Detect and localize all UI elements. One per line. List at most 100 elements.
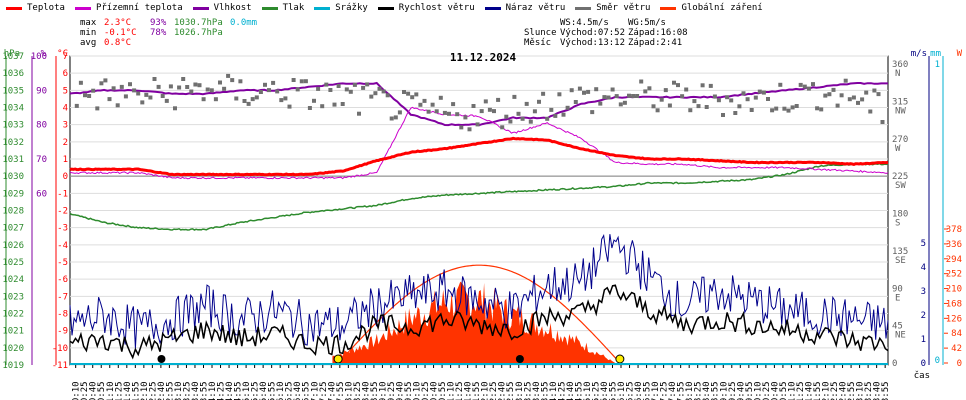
- chart-title: 11.12.2024: [450, 51, 517, 64]
- x-tick-label: 16:10: [617, 381, 627, 400]
- tick-dir-label: W: [895, 144, 901, 154]
- wind-direction-point: [95, 106, 100, 111]
- wind-direction-point: [291, 78, 296, 82]
- x-tick-label: 21:10: [787, 381, 797, 400]
- x-tick-label: 11:10: [447, 381, 457, 400]
- x-tick-label: 17:55: [677, 381, 687, 400]
- wind-direction-point: [78, 80, 83, 85]
- wind-direction-point: [177, 85, 182, 90]
- wind-direction-point: [492, 109, 496, 114]
- wind-direction-point: [761, 90, 766, 95]
- wind-direction-point: [798, 82, 803, 87]
- wind-direction-point: [651, 104, 656, 109]
- x-tick-label: 05:55: [268, 381, 278, 400]
- x-tick-label: 16:25: [626, 381, 636, 400]
- x-tick-label: 16:55: [643, 381, 653, 400]
- stat-avg-temp: 0.8°C: [104, 38, 132, 48]
- wind-direction-point: [659, 97, 664, 102]
- wind-direction-point: [83, 93, 87, 98]
- wind-direction-point: [332, 102, 337, 107]
- wind-direction-point: [802, 84, 807, 89]
- stats-panel: max 2.3°C 93% 1030.7hPa 0.0mm min -0.1°C…: [0, 16, 966, 48]
- wind-direction-point: [115, 103, 120, 108]
- tick-pct: 60: [36, 189, 47, 199]
- legend-label: Náraz větru: [505, 3, 566, 13]
- stat-max-temp: 2.3°C: [104, 18, 132, 28]
- wind-direction-point: [573, 100, 578, 104]
- x-tick-label: 06:10: [276, 381, 286, 400]
- legend-label: Rychlost větru: [398, 3, 475, 13]
- wind-direction-point: [467, 127, 472, 132]
- wind-direction-point: [667, 103, 672, 108]
- x-tick-label: 10:55: [438, 381, 448, 400]
- wind-direction-point: [712, 94, 717, 99]
- wind-direction-point: [156, 84, 161, 89]
- wind-direction-point: [205, 87, 210, 92]
- x-tick-label: 00:10: [72, 381, 82, 400]
- wind-direction-point: [766, 97, 770, 101]
- unit-ms: m/s: [911, 49, 927, 59]
- stat-max-label: max: [80, 18, 97, 28]
- wind-direction-point: [74, 103, 79, 108]
- wind-direction-point: [516, 111, 521, 116]
- wind-direction-point: [128, 82, 132, 87]
- wind-direction-point: [856, 100, 860, 105]
- x-tick-label: 08:25: [353, 381, 363, 400]
- tick-mm: 0: [935, 356, 940, 366]
- wind-direction-point: [827, 92, 832, 97]
- x-tick-label: 01:55: [131, 381, 141, 400]
- series-wind-gust: [69, 234, 889, 349]
- radiation-clear-sky: [337, 264, 620, 364]
- tick-dir: 45: [892, 322, 903, 332]
- wind-direction-point: [438, 95, 443, 100]
- tick-c: 6: [63, 69, 68, 79]
- wind-direction-point: [442, 110, 447, 115]
- radiation-area: [332, 281, 623, 363]
- tick-w: 126: [946, 314, 962, 324]
- wind-direction-point: [144, 92, 149, 97]
- tick-hpa: 1030: [2, 172, 24, 182]
- wind-direction-point: [324, 82, 329, 87]
- x-tick-label: 11:25: [455, 381, 465, 400]
- tick-hpa: 1034: [2, 104, 24, 114]
- tick-hpa: 1028: [2, 207, 24, 217]
- wind-direction-point: [577, 86, 582, 91]
- wind-direction-point: [631, 94, 636, 98]
- wind-direction-point: [299, 79, 304, 84]
- wind-direction-point: [733, 111, 738, 115]
- wind-direction-point: [87, 94, 92, 98]
- wind-direction-point: [160, 94, 165, 98]
- wind-direction-point: [806, 86, 811, 91]
- unit-pct: %: [41, 49, 47, 59]
- tick-c: -9: [57, 327, 68, 337]
- wind-direction-point: [246, 101, 251, 106]
- tick-dir-label: NE: [895, 331, 906, 341]
- wind-direction-point: [618, 102, 623, 107]
- stat-min-hum: 78%: [150, 28, 167, 38]
- wind-direction-point: [377, 86, 382, 91]
- wind-direction-point: [107, 97, 112, 102]
- tick-dir: 225: [892, 172, 908, 182]
- tick-hpa: 1029: [2, 189, 24, 199]
- wind-direction-point: [537, 99, 541, 104]
- tick-hpa: 1024: [2, 275, 24, 285]
- tick-dir: 135: [892, 247, 908, 257]
- x-tick-label: 09:40: [395, 381, 405, 400]
- legend-item: Náraz větru: [484, 3, 566, 13]
- wind-direction-point: [152, 77, 157, 81]
- legend-item: Směr větru: [575, 3, 650, 13]
- legend-swatch: [6, 6, 22, 10]
- tick-dir-label: S: [895, 219, 900, 229]
- wind-direction-point: [672, 80, 676, 85]
- x-tick-label: 06:40: [293, 381, 303, 400]
- tick-w: 168: [946, 299, 962, 309]
- x-tick-label: 02:10: [140, 381, 150, 400]
- tick-hpa: 1031: [2, 155, 24, 165]
- unit-mm: mm: [930, 49, 941, 59]
- wind-direction-point: [880, 120, 885, 124]
- wind-direction-point: [876, 92, 881, 97]
- x-tick-label: 03:40: [191, 381, 201, 400]
- wind-direction-point: [794, 104, 799, 108]
- wind-direction-point: [316, 86, 321, 91]
